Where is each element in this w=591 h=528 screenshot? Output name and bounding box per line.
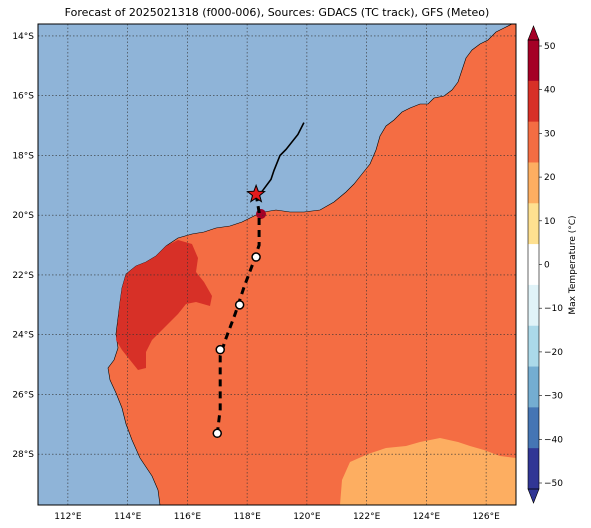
figure-title: Forecast of 2025021318 (f000-006), Sourc… (64, 6, 490, 19)
lon-tick-label: 112°E (54, 512, 82, 522)
lat-tick-label: 24°S (12, 331, 34, 341)
colorbar-bin (528, 80, 539, 123)
colorbar-tick-label: −10 (544, 304, 563, 314)
lon-tick-label: 120°E (293, 512, 321, 522)
lon-tick-label: 126°E (472, 512, 500, 522)
colorbar-tick-label: 20 (544, 173, 556, 183)
star-icon (246, 183, 266, 203)
lon-tick-label: 118°E (233, 512, 261, 522)
mild-region (340, 438, 516, 505)
colorbar-bin (528, 325, 539, 368)
map-frame (37, 23, 517, 506)
forecast-point-marker (212, 428, 222, 439)
colorbar-tick-label: 0 (544, 261, 550, 271)
hot-region (116, 240, 212, 370)
colorbar-bin (528, 203, 539, 245)
colorbar-tick-label: 30 (544, 129, 556, 139)
longitude-ticks: 112°E 114°E 116°E 118°E 120°E 122°E 124°E 126°E (54, 512, 500, 522)
map-panel (38, 24, 516, 505)
lat-tick-label: 26°S (12, 390, 34, 400)
colorbar-extend-top (527, 25, 540, 41)
lon-tick-label: 122°E (353, 512, 381, 522)
lat-tick-label: 18°S (12, 151, 34, 161)
graticule (38, 24, 516, 505)
colorbar-bin (528, 244, 539, 286)
lat-tick-label: 16°S (12, 92, 34, 102)
colorbar-bin (528, 448, 539, 490)
colorbar-bin (528, 121, 539, 163)
lat-tick-label: 22°S (12, 271, 34, 281)
colorbar-tick-label: −20 (544, 348, 563, 358)
colorbar (527, 25, 540, 504)
lon-tick-label: 124°E (413, 512, 441, 522)
lon-tick-label: 114°E (114, 512, 142, 522)
forecast-point-marker (215, 344, 225, 355)
colorbar-bin (528, 366, 539, 408)
colorbar-label: Max Temperature (°C) (568, 215, 578, 314)
forecast-point-marker (251, 252, 261, 262)
colorbar-tick-label: −40 (544, 435, 563, 445)
latitude-ticks: 14°S 16°S 18°S 20°S 22°S 24°S 26°S 28°S (12, 32, 34, 460)
lat-tick-label: 20°S (12, 211, 34, 221)
colorbar-extend-bottom (527, 488, 540, 504)
colorbar-tick-label: 10 (544, 217, 556, 227)
colorbar-bin (528, 40, 539, 82)
colorbar-bin (528, 407, 539, 449)
colorbar-tick-label: −30 (544, 392, 563, 402)
colorbar-tick-label: 50 (544, 42, 556, 52)
forecast-point-marker (234, 300, 245, 310)
lon-tick-label: 116°E (174, 512, 202, 522)
observed-track-line (255, 122, 305, 196)
forecast-points (212, 252, 261, 439)
colorbar-tick-label: 40 (544, 86, 556, 96)
lat-tick-label: 14°S (12, 32, 34, 42)
colorbar-bin (528, 284, 539, 327)
colorbar-tick-label: −50 (544, 479, 563, 489)
colorbar-bin (528, 162, 539, 204)
colorbar-ticks: 50 40 30 20 10 0 −10 −20 −30 −40 −50 (539, 42, 563, 489)
lat-tick-label: 28°S (12, 450, 34, 460)
